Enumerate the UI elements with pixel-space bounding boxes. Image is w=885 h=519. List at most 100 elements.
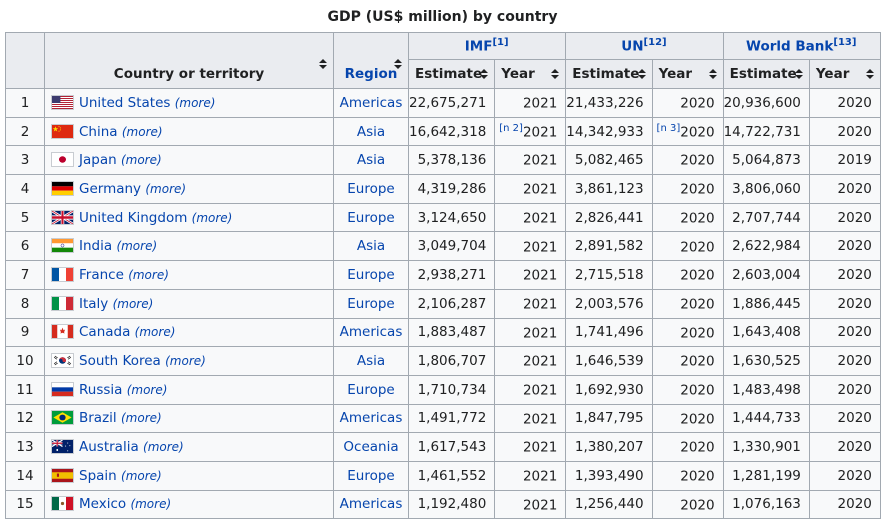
more-link[interactable]: (more) — [112, 296, 154, 311]
country-link[interactable]: Brazil — [79, 410, 117, 427]
region-link[interactable]: Americas — [339, 324, 403, 341]
imf-year-value: 2021 — [522, 439, 558, 456]
region-link[interactable]: Europe — [347, 381, 395, 398]
country-link[interactable]: China — [79, 123, 118, 140]
country-link[interactable]: Canada — [79, 324, 131, 341]
un-header-link[interactable]: UN — [621, 38, 644, 55]
sort-icon[interactable] — [865, 69, 874, 79]
region-header-link[interactable]: Region — [344, 66, 398, 82]
country-link[interactable]: Italy — [79, 295, 109, 312]
wb-year-cell: 2020 — [808, 403, 881, 434]
region-link[interactable]: Americas — [339, 410, 403, 427]
region-cell: Asia — [333, 116, 409, 147]
region-link[interactable]: Europe — [347, 209, 395, 226]
imf-estimate-cell: 22,675,271 — [407, 88, 496, 118]
rank-cell: 7 — [5, 260, 45, 290]
year-label: Year — [501, 66, 535, 82]
region-link[interactable]: Oceania — [343, 439, 399, 456]
country-link[interactable]: Germany — [79, 180, 142, 197]
un-estimate-cell: 2,003,576 — [565, 288, 653, 319]
more-link[interactable]: (more) — [174, 95, 216, 110]
sort-icon[interactable] — [551, 69, 560, 79]
un-year-value: 2020 — [680, 95, 715, 112]
more-link[interactable]: (more) — [120, 153, 162, 168]
country-header[interactable]: Country or territory — [44, 32, 334, 89]
imf-estimate-header[interactable]: Estimate — [407, 59, 496, 89]
region-cell: Asia — [333, 346, 409, 376]
imf-estimate-cell: 3,124,650 — [407, 202, 496, 233]
sort-icon[interactable] — [637, 69, 646, 79]
imf-header-link[interactable]: IMF — [464, 38, 493, 55]
flag-br-icon — [51, 410, 74, 426]
un-reference[interactable]: [12] — [643, 37, 667, 49]
region-link[interactable]: Americas — [339, 94, 403, 111]
region-link[interactable]: Europe — [347, 467, 395, 484]
flag-it-icon — [51, 295, 74, 311]
region-link[interactable]: Europe — [347, 295, 395, 312]
world-bank-header-link[interactable]: World Bank — [746, 38, 834, 55]
more-link[interactable]: (more) — [120, 411, 162, 426]
more-link[interactable]: (more) — [143, 440, 184, 455]
imf-reference[interactable]: [1] — [492, 37, 509, 49]
more-link[interactable]: (more) — [126, 382, 168, 397]
region-link[interactable]: Europe — [347, 266, 395, 283]
more-link[interactable]: (more) — [128, 267, 169, 282]
wb-estimate-cell: 14,722,731 — [722, 116, 810, 147]
rank-cell: 14 — [5, 460, 45, 491]
region-header[interactable]: Region — [333, 32, 409, 89]
table-row: 15 Mexico (more) Americas 1,192,480 2021… — [5, 489, 881, 519]
un-year-header[interactable]: Year — [651, 59, 724, 89]
sort-icon[interactable] — [319, 59, 327, 69]
country-link[interactable]: India — [79, 238, 113, 255]
more-link[interactable]: (more) — [134, 325, 176, 340]
sort-icon[interactable] — [794, 69, 803, 79]
un-year-value: 2020 — [680, 497, 715, 514]
sort-icon[interactable] — [480, 69, 489, 79]
country-link[interactable]: France — [79, 266, 124, 283]
more-link[interactable]: (more) — [191, 210, 233, 225]
more-link[interactable]: (more) — [165, 354, 206, 369]
wb-estimate-cell: 20,936,600 — [722, 88, 810, 118]
country-link[interactable]: Mexico — [79, 496, 127, 513]
sort-icon[interactable] — [394, 59, 402, 69]
more-link[interactable]: (more) — [121, 468, 162, 483]
country-link[interactable]: South Korea — [79, 353, 161, 370]
imf-estimate-cell: 4,319,286 — [407, 174, 496, 204]
rank-cell: 4 — [5, 174, 45, 204]
region-link[interactable]: Asia — [356, 123, 386, 140]
more-link[interactable]: (more) — [116, 239, 158, 254]
country-link[interactable]: Russia — [79, 381, 123, 398]
more-link[interactable]: (more) — [145, 181, 187, 196]
un-footnote[interactable]: [n 3] — [656, 122, 681, 134]
country-header-label: Country or territory — [113, 66, 265, 82]
wb-year-cell: 2019 — [808, 145, 881, 176]
more-link[interactable]: (more) — [121, 124, 163, 139]
un-year-value: 2020 — [680, 353, 715, 370]
country-link[interactable]: Spain — [79, 467, 117, 484]
region-link[interactable]: Asia — [356, 353, 386, 370]
wb-year-header[interactable]: Year — [808, 59, 881, 89]
un-estimate-header[interactable]: Estimate — [565, 59, 653, 89]
un-year-cell: 2020 — [651, 432, 724, 462]
region-link[interactable]: Asia — [356, 238, 386, 255]
un-year-value: 2020 — [680, 382, 715, 399]
country-link[interactable]: Australia — [79, 439, 139, 456]
imf-footnote[interactable]: [n 2] — [499, 122, 523, 134]
sort-icon[interactable] — [708, 69, 717, 79]
region-link[interactable]: Asia — [356, 152, 386, 169]
world-bank-reference[interactable]: [13] — [833, 37, 857, 49]
imf-estimate-cell: 1,491,772 — [407, 403, 496, 434]
region-link[interactable]: Europe — [347, 180, 395, 197]
un-year-cell: 2020 — [651, 460, 724, 491]
country-link[interactable]: United States — [79, 94, 171, 111]
region-link[interactable]: Americas — [339, 496, 403, 513]
imf-year-value: 2021 — [522, 468, 558, 485]
imf-year-cell: 2021 — [494, 174, 567, 204]
un-estimate-cell: 2,826,441 — [565, 202, 653, 233]
more-link[interactable]: (more) — [130, 497, 172, 512]
imf-year-cell: [n 2]2021 — [494, 116, 567, 147]
country-link[interactable]: Japan — [79, 152, 117, 169]
wb-estimate-header[interactable]: Estimate — [722, 59, 810, 89]
country-link[interactable]: United Kingdom — [79, 209, 188, 226]
imf-year-header[interactable]: Year — [494, 59, 567, 89]
